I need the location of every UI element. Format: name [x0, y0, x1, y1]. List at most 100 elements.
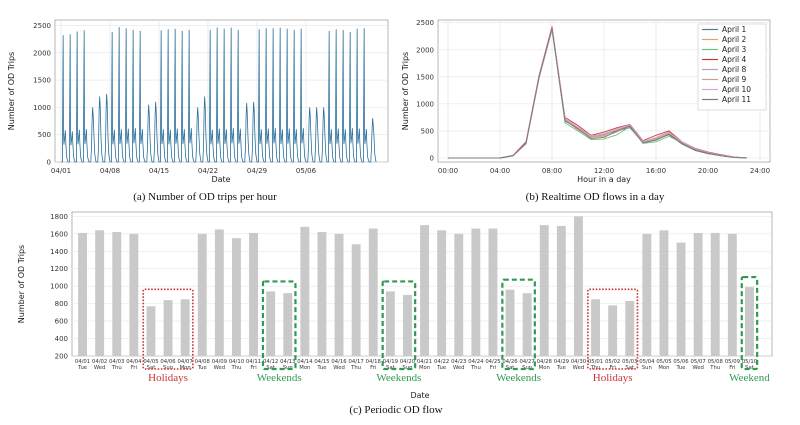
- chart-c-bar: [505, 289, 515, 356]
- chart-c-bar: [591, 299, 600, 356]
- chart-b-legend-label: April 3: [722, 45, 747, 54]
- chart-c-xtick-weekday: Fri: [370, 365, 376, 371]
- chart-a-xlabel: Date: [211, 175, 230, 184]
- chart-c-bar: [659, 230, 669, 356]
- chart-c-bar: [163, 300, 173, 356]
- chart-c-annotation-box: [501, 278, 536, 371]
- chart-b-legend-label: April 11: [722, 95, 751, 104]
- chart-c-xtick-date: 05/01: [588, 359, 603, 365]
- chart-c-bar: [266, 291, 276, 356]
- chart-c-bar: [471, 228, 481, 356]
- chart-c-xtick-weekday: Tue: [77, 365, 87, 371]
- chart-c-bar: [129, 233, 139, 356]
- chart-c-bar: [180, 299, 190, 356]
- chart-c-annotation-label: Weekends: [257, 372, 302, 384]
- chart-a-xtick: 04/08: [100, 167, 120, 175]
- chart-c-xtick-date: 05/03: [622, 359, 637, 365]
- chart-b-legend-box: [697, 23, 767, 111]
- chart-c-xtick-weekday: Sun: [522, 365, 532, 371]
- chart-c-xtick-date: 05/05: [656, 359, 671, 365]
- chart-c-xtick-weekday: Wed: [573, 365, 585, 371]
- chart-a-ytick: 2000: [33, 49, 51, 57]
- chart-c-bar: [625, 301, 635, 356]
- chart-c-xtick-weekday: Sun: [163, 365, 173, 371]
- chart-c-bar: [522, 293, 532, 356]
- chart-c-ytick: 400: [55, 335, 68, 343]
- chart-c-xtick-weekday: Tue: [676, 365, 686, 371]
- chart-c-xtick-weekday: Fri: [490, 365, 496, 371]
- chart-b-ylabel: Number of OD Trips: [401, 52, 410, 130]
- chart-c-xtick-weekday: Mon: [658, 365, 669, 371]
- chart-c-bar: [710, 232, 720, 356]
- chart-c-xtick-date: 04/20: [400, 359, 416, 365]
- chart-c-bar: [351, 244, 361, 356]
- chart-c-xtick-date: 04/05: [143, 359, 158, 365]
- chart-c-xtick-date: 05/09: [725, 359, 740, 365]
- chart-c-annotation-box: [142, 288, 194, 370]
- chart-c-ytick: 1000: [50, 283, 68, 291]
- chart-c-xtick-weekday: Sat: [625, 365, 634, 371]
- chart-a: 04/01 04/08 04/15 04/22 04/29 05/06 0 500 1000 1…: [7, 19, 389, 203]
- chart-a-xtick: 04/29: [247, 167, 267, 175]
- chart-c-xtick-weekday: Mon: [180, 365, 191, 371]
- chart-c-annotation-label: Weekend: [729, 372, 770, 384]
- chart-c-bar: [95, 230, 105, 356]
- chart-c-xtick-weekday: Wed: [453, 365, 465, 371]
- chart-b-xtick: 16:00: [646, 167, 666, 175]
- chart-c-xtick-date: 04/06: [160, 359, 176, 365]
- chart-c-annotation-box: [261, 280, 297, 371]
- chart-c-xtick-weekday: Sat: [386, 365, 395, 371]
- chart-c-bar: [283, 293, 293, 356]
- chart-c-xtick-date: 04/29: [554, 359, 569, 365]
- chart-b-legend-label: April 4: [722, 55, 747, 64]
- chart-c-bar: [197, 233, 207, 356]
- chart-c-ytick: 1600: [50, 230, 68, 238]
- chart-c-xtick-date: 05/02: [605, 359, 620, 365]
- chart-c-xtick-date: 04/12: [263, 359, 278, 365]
- chart-c-xtick-date: 04/27: [520, 359, 535, 365]
- chart-c-xtick-date: 04/30: [571, 359, 587, 365]
- chart-c-xtick-date: 04/23: [451, 359, 466, 365]
- chart-c-xtick-date: 05/07: [691, 359, 706, 365]
- chart-c-xtick-date: 05/06: [673, 359, 689, 365]
- chart-c-bar: [488, 228, 498, 356]
- chart-c-xtick-weekday: Wed: [94, 365, 106, 371]
- chart-b-series-line: [448, 28, 748, 159]
- chart-c-bar: [454, 233, 464, 356]
- chart-c-xtick-date: 04/16: [331, 359, 347, 365]
- chart-c-bar: [556, 225, 566, 356]
- chart-b-legend-label: April 10: [722, 85, 751, 94]
- chart-a-xtick: 04/15: [149, 167, 169, 175]
- chart-c-xtick-weekday: Tue: [436, 365, 446, 371]
- chart-c: 04/01Tue04/02Wed04/03Thu04/04Fri04/05Sat…: [17, 211, 773, 416]
- chart-c-bar: [232, 238, 241, 356]
- chart-c-xtick-date: 04/21: [417, 359, 432, 365]
- chart-b-legend-label: April 1: [722, 25, 747, 34]
- chart-c-bar: [727, 233, 737, 356]
- chart-c-xtick-date: 04/28: [537, 359, 553, 365]
- chart-c-xtick-weekday: Tue: [556, 365, 566, 371]
- chart-a-series-line: [61, 27, 377, 163]
- chart-c-bar: [420, 225, 429, 356]
- chart-c-bar: [214, 229, 224, 356]
- chart-c-bar: [112, 232, 122, 356]
- chart-c-xtick-weekday: Tue: [197, 365, 207, 371]
- chart-c-xtick-date: 04/19: [383, 359, 398, 365]
- chart-c-annotation-label: Weekends: [376, 372, 421, 384]
- chart-c-xtick-weekday: Fri: [729, 365, 735, 371]
- chart-a-xtick: 05/06: [296, 167, 317, 175]
- chart-a-xtick: 04/01: [51, 167, 71, 175]
- chart-b-xtick: 12:00: [594, 167, 614, 175]
- chart-c-bar: [368, 228, 378, 356]
- chart-b-ytick: 2500: [416, 19, 434, 27]
- chart-b-xlabel: Hour in a day: [577, 175, 631, 184]
- chart-c-bar: [693, 232, 703, 356]
- chart-c-xtick-date: 04/11: [246, 359, 261, 365]
- chart-b-xtick: 00:00: [438, 167, 458, 175]
- chart-c-ytick: 1800: [50, 213, 68, 221]
- chart-a-frame: [54, 19, 389, 163]
- chart-b-ytick: 1000: [416, 100, 434, 108]
- chart-c-bar: [437, 230, 447, 356]
